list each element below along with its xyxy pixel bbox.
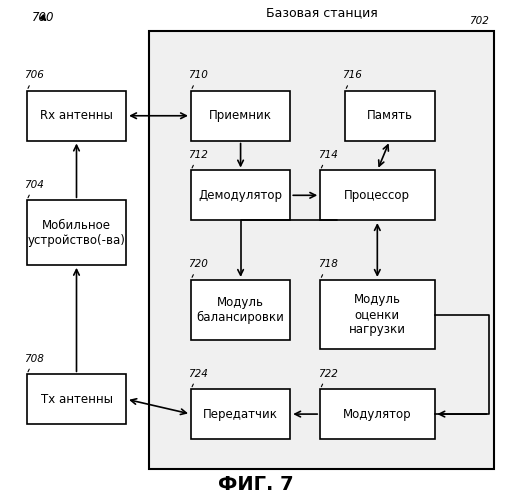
Text: 712: 712	[189, 150, 208, 168]
FancyBboxPatch shape	[149, 31, 494, 469]
Text: Процессор: Процессор	[344, 189, 410, 202]
Text: 714: 714	[318, 150, 338, 168]
Text: 724: 724	[189, 369, 208, 386]
FancyBboxPatch shape	[191, 389, 290, 439]
Text: Мобильное
устройство(-ва): Мобильное устройство(-ва)	[28, 218, 125, 246]
FancyBboxPatch shape	[191, 280, 290, 340]
Text: 718: 718	[318, 260, 338, 278]
Text: Rx антенны: Rx антенны	[40, 110, 113, 122]
Text: 706: 706	[25, 70, 44, 88]
FancyBboxPatch shape	[320, 280, 434, 349]
Text: Модуль
балансировки: Модуль балансировки	[197, 296, 285, 324]
Text: 710: 710	[189, 70, 208, 88]
Text: 722: 722	[318, 369, 338, 386]
FancyBboxPatch shape	[320, 389, 434, 439]
Text: Память: Память	[367, 110, 413, 122]
Text: Tx антенны: Tx антенны	[40, 392, 112, 406]
Text: Модуль
оценки
нагрузки: Модуль оценки нагрузки	[349, 293, 406, 336]
Text: Передатчик: Передатчик	[203, 408, 278, 420]
Text: 716: 716	[342, 70, 362, 88]
Text: 720: 720	[189, 260, 208, 278]
Text: 700: 700	[32, 12, 54, 24]
FancyBboxPatch shape	[320, 170, 434, 220]
FancyBboxPatch shape	[27, 200, 126, 265]
Text: Демодулятор: Демодулятор	[199, 189, 283, 202]
Text: 702: 702	[469, 16, 489, 26]
Text: Базовая станция: Базовая станция	[266, 6, 377, 19]
Text: 708: 708	[25, 354, 44, 372]
FancyBboxPatch shape	[345, 91, 434, 140]
Text: 704: 704	[25, 180, 44, 198]
Text: ФИГ. 7: ФИГ. 7	[218, 474, 293, 494]
FancyBboxPatch shape	[191, 91, 290, 140]
Text: Приемник: Приемник	[209, 110, 272, 122]
FancyBboxPatch shape	[27, 374, 126, 424]
FancyBboxPatch shape	[27, 91, 126, 140]
Text: Модулятор: Модулятор	[343, 408, 412, 420]
FancyBboxPatch shape	[191, 170, 290, 220]
